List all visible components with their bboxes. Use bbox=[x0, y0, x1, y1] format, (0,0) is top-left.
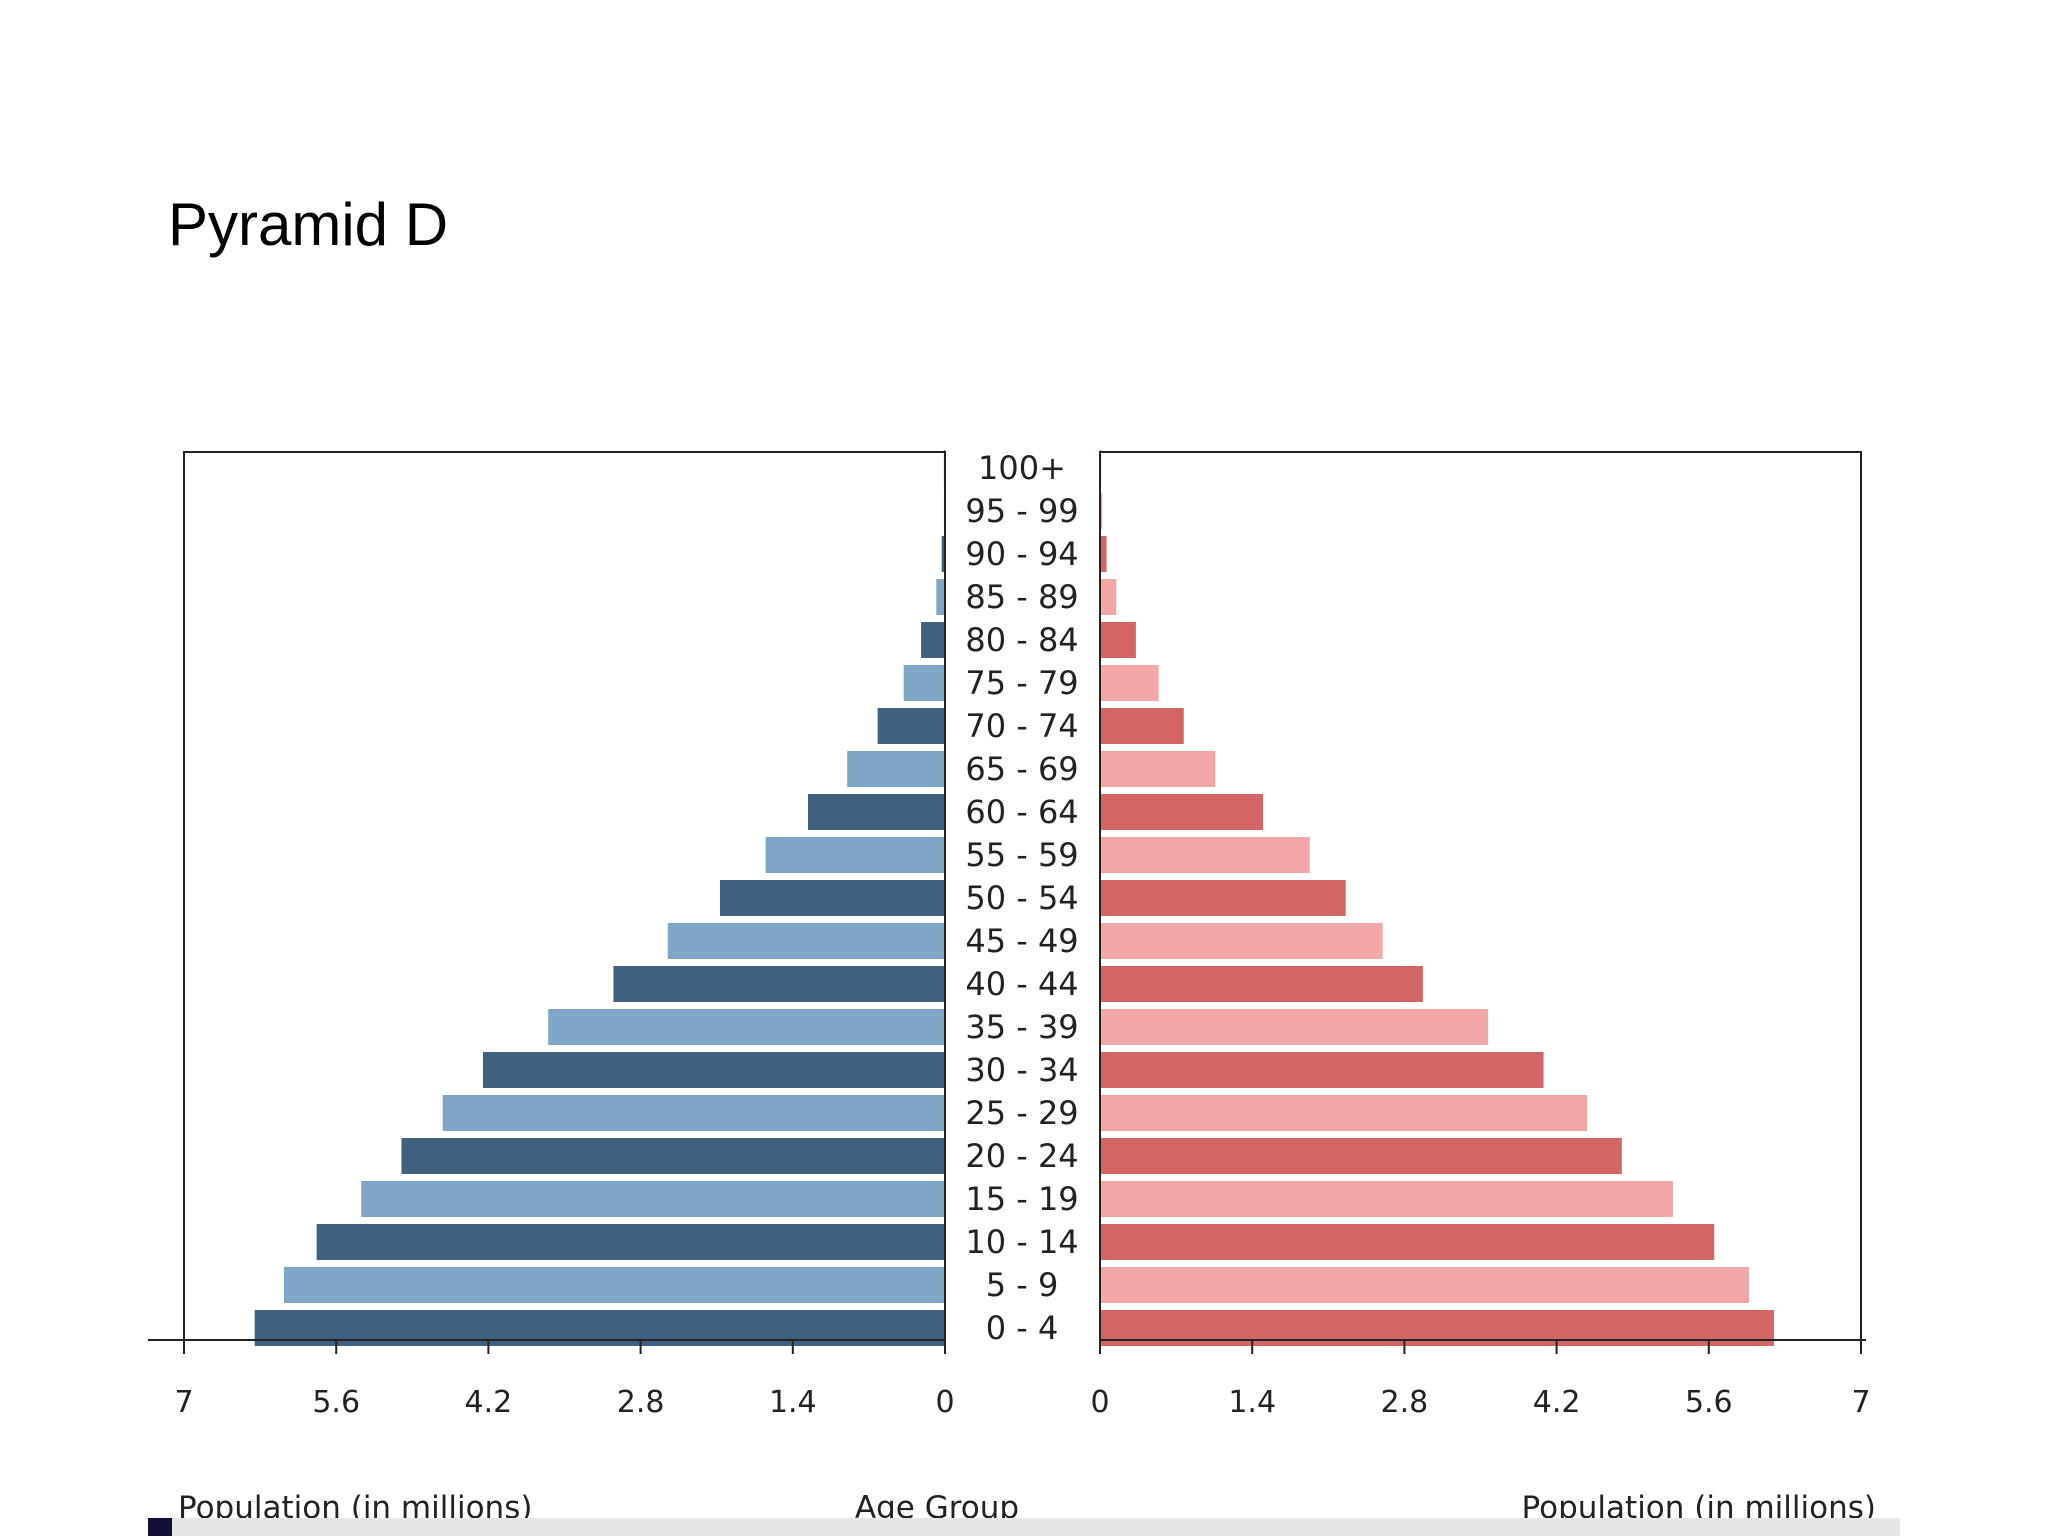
right-bar-90-94 bbox=[1100, 536, 1107, 572]
right-tick-label: 0 bbox=[1090, 1385, 1109, 1420]
right-bar-50-54 bbox=[1100, 880, 1346, 916]
age-label: 30 - 34 bbox=[965, 1051, 1078, 1089]
left-plot-frame bbox=[183, 451, 946, 1340]
right-tick-label: 1.4 bbox=[1228, 1385, 1276, 1420]
right-tick-label: 5.6 bbox=[1685, 1385, 1733, 1420]
age-label: 25 - 29 bbox=[965, 1094, 1078, 1132]
age-label: 10 - 14 bbox=[965, 1223, 1078, 1261]
left-bar-35-39 bbox=[548, 1009, 945, 1045]
left-bar-40-44 bbox=[613, 966, 945, 1002]
age-label: 35 - 39 bbox=[965, 1008, 1078, 1046]
age-label: 80 - 84 bbox=[965, 621, 1078, 659]
left-bar-80-84 bbox=[921, 622, 945, 658]
right-bar-60-64 bbox=[1100, 794, 1264, 830]
left-bar-10-14 bbox=[316, 1224, 945, 1260]
left-bar-45-49 bbox=[667, 923, 945, 959]
right-bar-95-99 bbox=[1100, 493, 1103, 529]
right-bar-65-69 bbox=[1100, 751, 1216, 787]
age-label: 5 - 9 bbox=[986, 1266, 1059, 1304]
age-label: 75 - 79 bbox=[965, 664, 1078, 702]
left-bar-20-24 bbox=[401, 1138, 945, 1174]
right-bar-80-84 bbox=[1100, 622, 1136, 658]
right-bar-75-79 bbox=[1100, 665, 1159, 701]
right-bar-35-39 bbox=[1100, 1009, 1489, 1045]
slide-title: Pyramid D bbox=[168, 191, 449, 258]
age-label: 55 - 59 bbox=[965, 836, 1078, 874]
axis-ticks-group: 0 0 1.4 1.4 2.8 2.8 4.2 4.2 5.6 5.6 7 7 bbox=[174, 1340, 1871, 1420]
age-label: 40 - 44 bbox=[965, 965, 1078, 1003]
left-tick-label: 2.8 bbox=[617, 1385, 665, 1420]
right-bar-30-34 bbox=[1100, 1052, 1544, 1088]
age-label: 0 - 4 bbox=[986, 1309, 1059, 1347]
right-bar-85-89 bbox=[1100, 579, 1117, 615]
left-bar-90-94 bbox=[941, 536, 945, 572]
left-tick-label: 5.6 bbox=[312, 1385, 360, 1420]
right-bar-10-14 bbox=[1100, 1224, 1715, 1260]
right-bar-45-49 bbox=[1100, 923, 1383, 959]
bottom-strip-marker bbox=[148, 1518, 172, 1536]
left-bar-65-69 bbox=[847, 751, 945, 787]
right-bar-5-9 bbox=[1100, 1267, 1750, 1303]
age-label: 100+ bbox=[978, 449, 1066, 487]
left-bar-15-19 bbox=[361, 1181, 945, 1217]
left-bar-55-59 bbox=[765, 837, 945, 873]
left-tick-label: 4.2 bbox=[465, 1385, 513, 1420]
right-bar-20-24 bbox=[1100, 1138, 1622, 1174]
age-label: 70 - 74 bbox=[965, 707, 1078, 745]
left-bar-30-34 bbox=[482, 1052, 945, 1088]
right-bar-25-29 bbox=[1100, 1095, 1588, 1131]
right-plot-frame bbox=[1099, 451, 1862, 1340]
right-tick-label: 2.8 bbox=[1381, 1385, 1429, 1420]
right-bars-group bbox=[1100, 450, 1775, 1346]
pyramid-svg: 0 - 4 5 - 9 10 - 14 15 - 19 20 - 24 25 - 29 30… bbox=[148, 449, 1876, 1526]
left-bar-85-89 bbox=[936, 579, 945, 615]
plot-frames bbox=[148, 451, 1866, 1341]
left-bar-5-9 bbox=[284, 1267, 945, 1303]
left-bar-60-64 bbox=[808, 794, 945, 830]
left-bar-25-29 bbox=[442, 1095, 945, 1131]
age-label: 15 - 19 bbox=[965, 1180, 1078, 1218]
population-pyramid-chart: 0 - 4 5 - 9 10 - 14 15 - 19 20 - 24 25 - 29 30… bbox=[148, 440, 1900, 1536]
left-tick-label: 0 bbox=[935, 1385, 954, 1420]
age-labels-group: 0 - 4 5 - 9 10 - 14 15 - 19 20 - 24 25 - 29 30… bbox=[965, 449, 1078, 1347]
right-bar-40-44 bbox=[1100, 966, 1423, 1002]
age-label: 45 - 49 bbox=[965, 922, 1078, 960]
age-label: 85 - 89 bbox=[965, 578, 1078, 616]
age-label: 60 - 64 bbox=[965, 793, 1078, 831]
age-label: 65 - 69 bbox=[965, 750, 1078, 788]
left-bar-75-79 bbox=[903, 665, 945, 701]
right-tick-label: 7 bbox=[1851, 1385, 1870, 1420]
right-bar-70-74 bbox=[1100, 708, 1184, 744]
left-tick-label: 7 bbox=[174, 1385, 193, 1420]
right-tick-label: 4.2 bbox=[1533, 1385, 1581, 1420]
age-label: 50 - 54 bbox=[965, 879, 1078, 917]
bottom-strip bbox=[148, 1518, 1900, 1536]
age-label: 95 - 99 bbox=[965, 492, 1078, 530]
age-label: 90 - 94 bbox=[965, 535, 1078, 573]
left-bar-70-74 bbox=[877, 708, 945, 744]
right-bar-15-19 bbox=[1100, 1181, 1673, 1217]
left-bars-group bbox=[254, 450, 946, 1346]
left-tick-label: 1.4 bbox=[769, 1385, 817, 1420]
age-label: 20 - 24 bbox=[965, 1137, 1078, 1175]
left-bar-50-54 bbox=[719, 880, 945, 916]
right-bar-55-59 bbox=[1100, 837, 1310, 873]
